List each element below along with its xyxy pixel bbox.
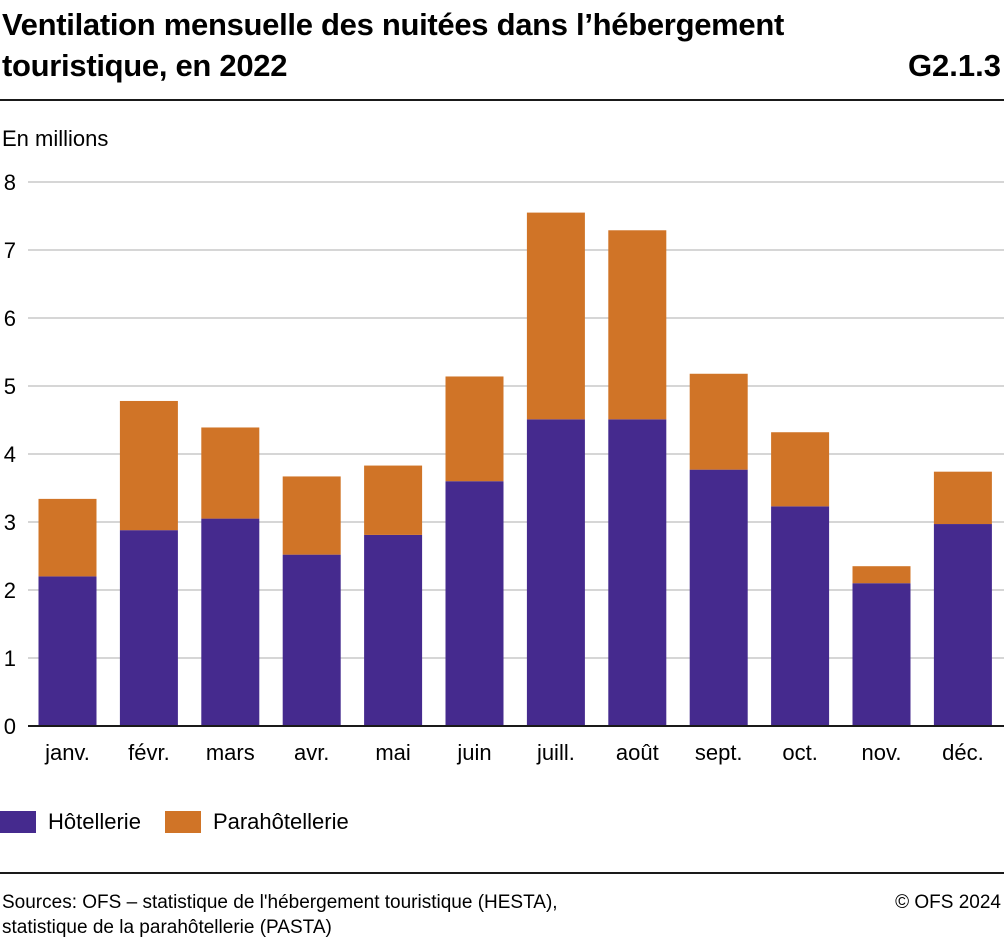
x-tick-label: mars bbox=[206, 740, 255, 765]
x-tick-label: juin bbox=[456, 740, 491, 765]
legend-label-parahotellerie: Parahôtellerie bbox=[212, 809, 349, 834]
y-tick-label: 0 bbox=[4, 714, 16, 739]
x-tick-label: nov. bbox=[862, 740, 902, 765]
x-tick-label: août bbox=[616, 740, 659, 765]
source-note: Sources: OFS – statistique de l'hébergem… bbox=[2, 890, 722, 940]
x-tick-label: juill. bbox=[536, 740, 575, 765]
legend-item-hotellerie: Hôtellerie bbox=[0, 809, 141, 835]
y-tick-label: 1 bbox=[4, 646, 16, 671]
bar-hotellerie bbox=[38, 576, 97, 726]
figure-code: G2.1.3 bbox=[907, 48, 1001, 83]
x-tick-label: avr. bbox=[294, 740, 329, 765]
x-tick-label: mai bbox=[375, 740, 410, 765]
x-tick-label: oct. bbox=[782, 740, 817, 765]
bar-parahotellerie bbox=[38, 498, 97, 577]
legend-swatch-hotellerie bbox=[0, 811, 36, 833]
bar-hotellerie bbox=[771, 506, 830, 726]
bar-parahotellerie bbox=[526, 212, 585, 420]
legend-item-parahotellerie: Parahôtellerie bbox=[164, 809, 349, 835]
y-axis-unit-label: En millions bbox=[2, 126, 109, 151]
y-tick-label: 3 bbox=[4, 510, 16, 535]
x-tick-label: janv. bbox=[44, 740, 90, 765]
bar-parahotellerie bbox=[445, 376, 504, 482]
y-tick-label: 6 bbox=[4, 306, 16, 331]
y-tick-label: 2 bbox=[4, 578, 16, 603]
legend-swatch-parahotellerie bbox=[164, 811, 201, 833]
copyright: © OFS 2024 bbox=[895, 892, 1001, 913]
bar-parahotellerie bbox=[364, 465, 423, 535]
x-tick-label: déc. bbox=[942, 740, 984, 765]
bar-parahotellerie bbox=[933, 471, 992, 525]
y-tick-label: 4 bbox=[4, 442, 16, 467]
x-tick-label: févr. bbox=[128, 740, 170, 765]
bar-hotellerie bbox=[364, 534, 423, 726]
bottom-rule bbox=[0, 872, 1004, 874]
bar-hotellerie bbox=[445, 481, 504, 726]
chart-title: Ventilation mensuelle des nuitées dans l… bbox=[2, 7, 785, 83]
bar-parahotellerie bbox=[119, 400, 178, 531]
bar-chart: 0 1 2 3 4 5 6 7 8 janv. févr. mars avr. mai juin juill.… bbox=[4, 170, 1004, 765]
bar-parahotellerie bbox=[852, 566, 911, 584]
source-line-1: Sources: OFS – statistique de l'hébergem… bbox=[2, 892, 558, 913]
bar-hotellerie bbox=[119, 530, 178, 726]
bar-parahotellerie bbox=[689, 373, 748, 470]
bar-hotellerie bbox=[526, 419, 585, 726]
bar-hotellerie bbox=[282, 554, 341, 726]
y-tick-label: 8 bbox=[4, 170, 16, 195]
y-tick-label: 7 bbox=[4, 238, 16, 263]
legend-label-hotellerie: Hôtellerie bbox=[48, 809, 141, 834]
bar-parahotellerie bbox=[608, 230, 667, 420]
top-rule bbox=[0, 99, 1004, 101]
bar-parahotellerie bbox=[201, 427, 260, 519]
bar-parahotellerie bbox=[282, 476, 341, 555]
x-tick-label: sept. bbox=[695, 740, 743, 765]
bar-hotellerie bbox=[608, 419, 667, 726]
y-tick-label: 5 bbox=[4, 374, 16, 399]
bar-hotellerie bbox=[933, 524, 992, 726]
bar-hotellerie bbox=[201, 518, 260, 726]
legend: Hôtellerie Parahôtellerie bbox=[0, 808, 373, 836]
bar-parahotellerie bbox=[771, 432, 830, 507]
bar-hotellerie bbox=[852, 583, 911, 726]
bar-hotellerie bbox=[689, 469, 748, 726]
source-line-2: statistique de la parahôtellerie (PASTA) bbox=[2, 917, 332, 938]
